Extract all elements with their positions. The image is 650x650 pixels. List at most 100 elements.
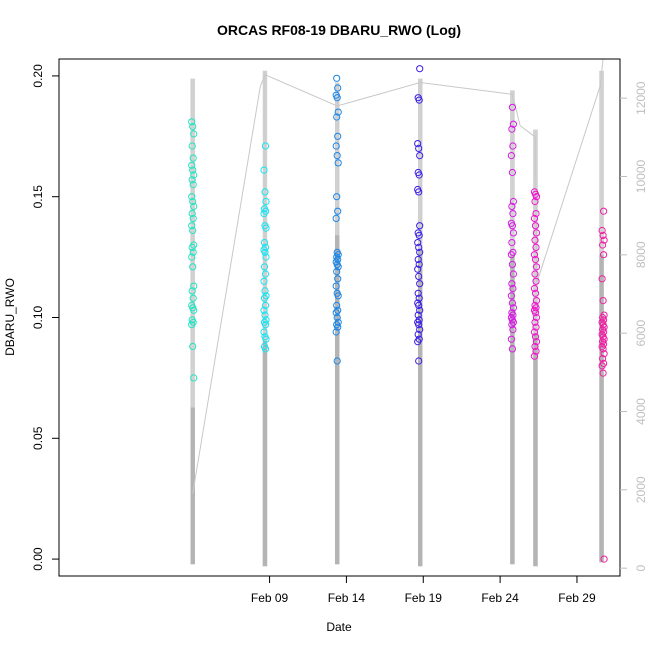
data-point-2-33 — [333, 357, 341, 365]
data-point-6-5 — [600, 251, 608, 259]
data-point-3-5 — [416, 152, 424, 160]
data-point-5-7 — [532, 229, 541, 237]
data-point-4-18 — [509, 284, 517, 293]
data-point-4-6 — [509, 197, 518, 206]
data-point-4-4 — [507, 152, 515, 160]
data-point-4-14 — [507, 251, 515, 259]
data-point-4-21 — [509, 304, 518, 312]
data-point-5-21 — [531, 309, 540, 317]
data-point-5-13 — [531, 270, 539, 278]
data-point-0-2 — [190, 130, 198, 138]
data-point-5-11 — [531, 255, 540, 264]
data-point-6-3 — [600, 236, 608, 244]
data-point-4-3 — [509, 142, 517, 150]
y2-tick-label-5: 10000 — [634, 159, 648, 193]
data-point-1-12 — [261, 248, 269, 256]
data-point-4-20 — [508, 299, 517, 307]
altitude-trace-layer — [190, 58, 604, 567]
data-point-3-25 — [416, 306, 424, 314]
data-point-1-19 — [260, 294, 269, 302]
data-point-3-15 — [416, 248, 424, 256]
data-point-5-9 — [532, 243, 540, 251]
data-point-4-27 — [508, 321, 516, 329]
data-point-3-24 — [415, 301, 423, 309]
data-point-2-22 — [332, 282, 340, 290]
x-axis-label: Date — [326, 620, 352, 634]
data-point-5-2 — [532, 193, 541, 201]
data-point-0-3 — [188, 142, 196, 150]
data-point-2-8 — [333, 152, 341, 160]
data-point-5-30 — [530, 352, 539, 360]
data-point-0-5 — [188, 161, 196, 169]
chart-title: ORCAS RF08-19 DBARU_RWO (Log) — [217, 22, 461, 38]
data-point-3-16 — [414, 255, 422, 264]
data-point-0-21 — [189, 263, 197, 271]
data-point-2-28 — [333, 313, 341, 322]
y-tick-label-2: 0.10 — [31, 305, 45, 329]
data-point-5-17 — [532, 297, 541, 305]
data-point-3-22 — [415, 294, 423, 302]
altitude-dense-band-1 — [262, 341, 268, 567]
data-point-2-20 — [333, 268, 341, 276]
data-point-5-16 — [531, 289, 540, 297]
data-point-3-3 — [414, 140, 422, 148]
data-point-1-17 — [261, 287, 269, 295]
data-point-0-9 — [189, 181, 197, 189]
data-point-6-7 — [599, 297, 607, 305]
data-point-5-6 — [531, 222, 540, 230]
data-point-1-9 — [260, 239, 269, 247]
data-point-3-26 — [414, 311, 422, 319]
data-point-3-29 — [415, 321, 423, 329]
data-point-4-8 — [509, 210, 517, 218]
data-point-2-4 — [334, 108, 342, 116]
data-point-5-12 — [532, 263, 541, 271]
data-point-2-1 — [334, 84, 342, 92]
data-point-3-20 — [416, 280, 424, 288]
data-point-5-24 — [532, 323, 540, 331]
y2-tick-label-2: 4000 — [634, 398, 648, 425]
data-point-6-22 — [599, 345, 607, 353]
data-point-5-10 — [530, 251, 539, 259]
data-point-5-28 — [531, 342, 539, 351]
data-point-0-30 — [188, 321, 196, 329]
data-point-5-29 — [532, 347, 540, 355]
data-point-0-18 — [188, 243, 196, 251]
data-point-1-13 — [262, 253, 270, 261]
data-point-4-5 — [508, 168, 517, 177]
data-point-0-1 — [189, 123, 197, 131]
data-point-0-23 — [188, 287, 196, 295]
data-point-2-31 — [334, 323, 342, 331]
altitude-dense-band-6 — [599, 254, 604, 563]
y-axis-label: DBARU_RWO — [3, 278, 17, 356]
data-point-0-16 — [189, 226, 197, 235]
data-points-layer — [188, 65, 608, 563]
data-point-1-8 — [262, 224, 270, 232]
data-point-2-25 — [333, 301, 341, 309]
data-point-3-19 — [415, 272, 423, 280]
altitude-dense-band-0 — [190, 407, 195, 565]
data-point-5-15 — [530, 284, 539, 293]
data-point-2-6 — [334, 132, 342, 140]
y2-tick-label-1: 2000 — [634, 476, 648, 503]
data-point-5-22 — [532, 313, 541, 322]
data-point-4-11 — [509, 229, 518, 237]
data-point-5-27 — [532, 338, 541, 346]
data-point-3-17 — [415, 260, 423, 268]
data-point-2-10 — [333, 193, 341, 201]
data-point-4-10 — [508, 222, 517, 230]
data-point-2-19 — [334, 263, 342, 271]
data-point-3-10 — [416, 222, 424, 230]
data-point-3-21 — [414, 289, 422, 297]
data-point-0-10 — [188, 193, 196, 201]
data-point-0-12 — [190, 202, 198, 210]
x-tick-label-4: Feb 29 — [558, 591, 596, 605]
data-point-6-24 — [599, 355, 607, 363]
data-point-3-14 — [415, 243, 423, 251]
data-point-0-31 — [189, 342, 197, 351]
data-point-1-26 — [260, 328, 268, 336]
data-point-6-0 — [600, 207, 608, 215]
y2-tick-label-3: 6000 — [634, 320, 648, 347]
data-point-6-23 — [600, 350, 608, 358]
data-point-4-2 — [508, 125, 516, 133]
altitude-dense-band-3 — [417, 250, 423, 567]
